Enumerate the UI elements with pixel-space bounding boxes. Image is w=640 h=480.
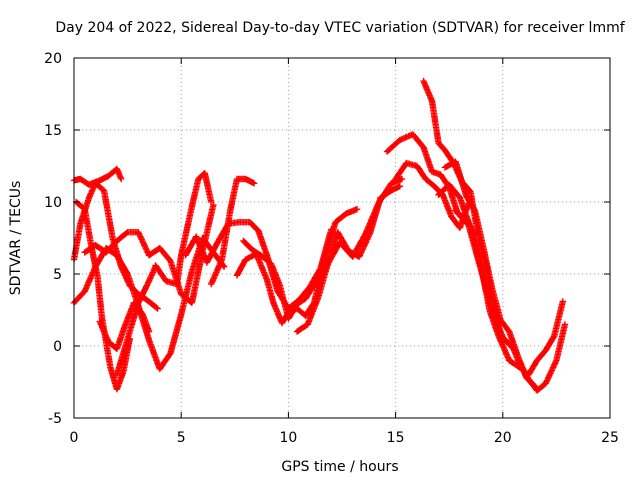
series-track-19 bbox=[452, 207, 569, 394]
y-tick-label: 5 bbox=[53, 267, 62, 283]
series-track-13 bbox=[293, 183, 404, 335]
point-markers bbox=[113, 263, 159, 378]
y-tick-label: 0 bbox=[53, 339, 62, 355]
point-markers bbox=[452, 207, 569, 394]
point-markers bbox=[152, 170, 215, 288]
point-markers bbox=[293, 183, 404, 335]
series-track-7 bbox=[113, 263, 159, 378]
series-track-8 bbox=[152, 170, 215, 288]
x-tick-label: 5 bbox=[177, 430, 186, 446]
y-tick-label: 20 bbox=[44, 51, 62, 67]
chart-title: Day 204 of 2022, Sidereal Day-to-day VTE… bbox=[55, 20, 625, 36]
y-tick-label: 10 bbox=[44, 195, 62, 211]
series-track-10 bbox=[208, 175, 258, 288]
x-tick-label: 15 bbox=[387, 430, 405, 446]
point-markers bbox=[208, 175, 258, 288]
plot-frame bbox=[73, 57, 611, 419]
y-axis-label: SDTVAR / TECUs bbox=[8, 181, 24, 296]
y-tick-label: -5 bbox=[48, 411, 62, 427]
x-tick-label: 0 bbox=[70, 430, 79, 446]
y-tick-label: 15 bbox=[44, 123, 62, 139]
x-tick-label: 20 bbox=[494, 430, 512, 446]
axis-ticks: 0 5 10 15 20 25 -5 0 5 10 15 20 bbox=[44, 51, 619, 446]
grid-lines bbox=[74, 58, 610, 418]
data-points bbox=[70, 77, 569, 394]
x-tick-label: 25 bbox=[601, 430, 619, 446]
x-tick-label: 10 bbox=[279, 430, 297, 446]
x-axis-label: GPS time / hours bbox=[281, 459, 398, 475]
